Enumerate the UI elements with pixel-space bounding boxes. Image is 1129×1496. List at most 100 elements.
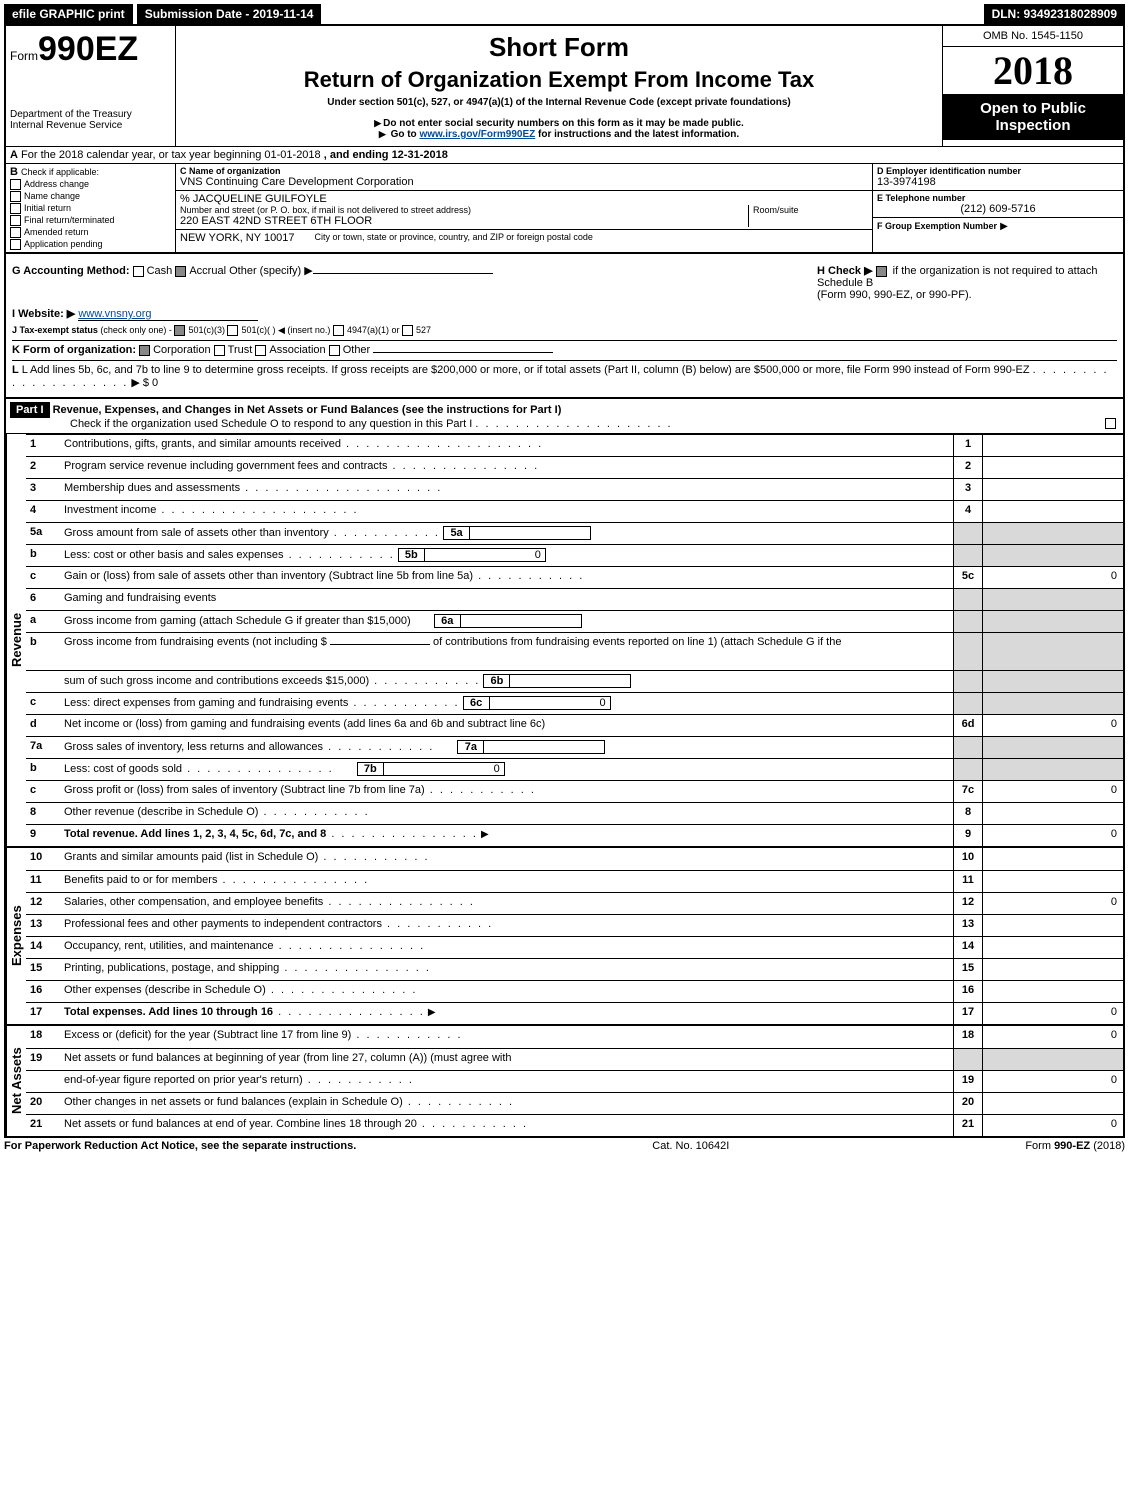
ln-1-box: 1 <box>953 435 983 456</box>
telephone-value: (212) 609-5716 <box>877 203 1119 215</box>
submission-date-badge: Submission Date - 2019-11-14 <box>137 4 322 24</box>
ln-6b-pre: Gross income from fundraising events (no… <box>64 636 330 648</box>
checkbox-schedule-o-part1[interactable] <box>1105 418 1116 429</box>
ln-20-box: 20 <box>953 1093 983 1114</box>
ln-5a-num: 5a <box>26 523 60 544</box>
ln-21-num: 21 <box>26 1115 60 1136</box>
checkbox-h[interactable] <box>876 266 887 277</box>
ln-20-desc: Other changes in net assets or fund bala… <box>64 1096 403 1108</box>
checkbox-address-change[interactable] <box>10 179 21 190</box>
dots-icon <box>274 940 426 952</box>
shade-amt <box>983 1049 1123 1070</box>
checkbox-name-change[interactable] <box>10 191 21 202</box>
inner-6b-val <box>510 675 630 687</box>
checkbox-501c3[interactable] <box>174 325 185 336</box>
checkbox-cash[interactable] <box>133 266 144 277</box>
dots-icon <box>425 784 536 796</box>
ln-4-desc: Investment income <box>64 504 156 516</box>
ln-1-num: 1 <box>26 435 60 456</box>
line-a-end: , and ending 12-31-2018 <box>324 149 448 161</box>
ln-1-amt <box>983 435 1123 456</box>
dots-icon <box>403 1096 514 1108</box>
ln-3-box: 3 <box>953 479 983 500</box>
box-def: D Employer identification number 13-3974… <box>873 164 1123 252</box>
dots-icon <box>341 438 543 450</box>
line-a-text: For the 2018 calendar year, or tax year … <box>21 149 321 161</box>
dots-icon <box>182 763 334 775</box>
netassets-vlabel: Net Assets <box>6 1026 26 1136</box>
shade-box <box>953 759 983 780</box>
ln-4-num: 4 <box>26 501 60 522</box>
ln-5c-num: c <box>26 567 60 588</box>
checkbox-association[interactable] <box>255 345 266 356</box>
ln-7b-desc: Less: cost of goods sold <box>64 763 182 775</box>
inner-7b-val: 0 <box>384 763 504 775</box>
ln-13-num: 13 <box>26 915 60 936</box>
b-item-2: Initial return <box>24 203 71 213</box>
checkbox-4947[interactable] <box>333 325 344 336</box>
ln-18-amt: 0 <box>983 1026 1123 1048</box>
dots-icon <box>369 675 480 687</box>
page-footer: For Paperwork Reduction Act Notice, see … <box>4 1138 1125 1154</box>
checkbox-other-org[interactable] <box>329 345 340 356</box>
ln-19-num: 19 <box>26 1049 60 1070</box>
checkbox-corporation[interactable] <box>139 345 150 356</box>
form-prefix: Form <box>10 49 38 63</box>
ln-8-box: 8 <box>953 803 983 824</box>
ln-6b-blank[interactable] <box>330 644 430 645</box>
ln-5c-amt: 0 <box>983 567 1123 588</box>
ln-9-amt: 0 <box>983 825 1123 846</box>
box-c-name-address: C Name of organization VNS Continuing Ca… <box>176 164 873 252</box>
irs-link[interactable]: www.irs.gov/Form990EZ <box>419 129 535 140</box>
ln-6-num: 6 <box>26 589 60 610</box>
arrow-icon: ▶ <box>481 829 489 840</box>
arrow-icon <box>379 129 388 140</box>
ln-16-num: 16 <box>26 981 60 1002</box>
shade-amt <box>983 545 1123 566</box>
efile-print-button[interactable]: efile GRAPHIC print <box>4 4 133 24</box>
ln-15-desc: Printing, publications, postage, and shi… <box>64 962 279 974</box>
k-other-blank[interactable] <box>373 352 553 353</box>
dots-icon <box>284 549 395 561</box>
checkbox-initial-return[interactable] <box>10 203 21 214</box>
ln-6d-box: 6d <box>953 715 983 736</box>
top-toolbar: efile GRAPHIC print Submission Date - 20… <box>4 4 1125 24</box>
ln-18-desc: Excess or (deficit) for the year (Subtra… <box>64 1029 351 1041</box>
k-1: Trust <box>228 344 253 356</box>
ln-5c-desc: Gain or (loss) from sale of assets other… <box>64 570 473 582</box>
checkbox-amended-return[interactable] <box>10 227 21 238</box>
shade-amt <box>983 633 1123 670</box>
checkbox-application-pending[interactable] <box>10 239 21 250</box>
ln-5a-desc: Gross amount from sale of assets other t… <box>64 527 329 539</box>
g-other-blank[interactable] <box>313 273 493 274</box>
ln-17-amt: 0 <box>983 1003 1123 1024</box>
ln-6a-num: a <box>26 611 60 632</box>
shade-box <box>953 671 983 692</box>
city-state-zip: NEW YORK, NY 10017 <box>180 232 295 244</box>
ln-3-desc: Membership dues and assessments <box>64 482 240 494</box>
ln-14-box: 14 <box>953 937 983 958</box>
website-link[interactable]: www.vnsny.org <box>78 308 258 321</box>
checkbox-final-return[interactable] <box>10 215 21 226</box>
ln-2-amt <box>983 457 1123 478</box>
goto-post: for instructions and the latest informat… <box>535 129 739 140</box>
checkbox-527[interactable] <box>402 325 413 336</box>
ln-9-box: 9 <box>953 825 983 846</box>
checkbox-501c[interactable] <box>227 325 238 336</box>
b-item-0: Address change <box>24 179 89 189</box>
part-1-label: Part I <box>10 402 50 418</box>
j-note: (check only one) - <box>100 325 172 335</box>
checkbox-accrual[interactable] <box>175 266 186 277</box>
shade-amt <box>983 759 1123 780</box>
checkbox-trust[interactable] <box>214 345 225 356</box>
ln-5b-desc: Less: cost or other basis and sales expe… <box>64 549 284 561</box>
j-3: 527 <box>416 325 431 335</box>
ln-6d-num: d <box>26 715 60 736</box>
part-1-title: Revenue, Expenses, and Changes in Net As… <box>53 404 562 416</box>
line-g: G Accounting Method: Cash Accrual Other … <box>12 264 493 301</box>
ln-9-desc: Total revenue. Add lines 1, 2, 3, 4, 5c,… <box>64 828 326 840</box>
dots-icon <box>473 570 584 582</box>
section-subheading: Under section 501(c), 527, or 4947(a)(1)… <box>180 97 938 108</box>
ln-21-box: 21 <box>953 1115 983 1136</box>
shade-box <box>953 633 983 670</box>
